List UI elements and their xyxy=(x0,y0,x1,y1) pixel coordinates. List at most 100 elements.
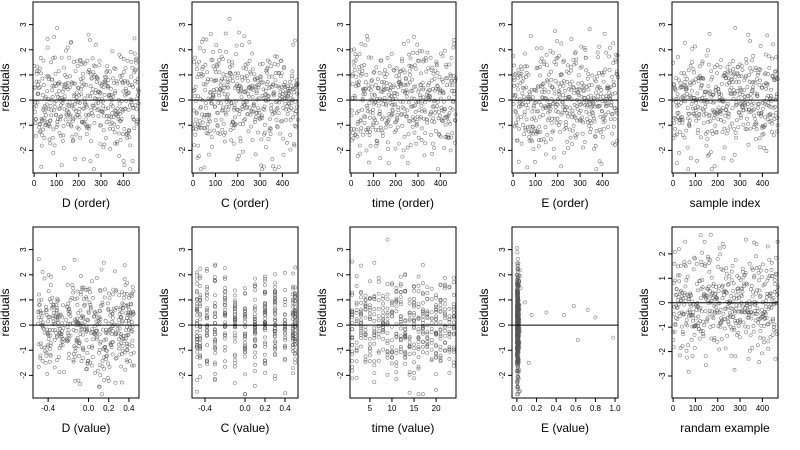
data-point xyxy=(240,107,245,111)
data-point xyxy=(592,146,597,151)
data-point xyxy=(247,58,252,63)
data-point xyxy=(233,305,237,310)
data-point xyxy=(418,115,423,120)
data-point xyxy=(750,87,755,92)
data-point xyxy=(766,322,771,327)
data-point xyxy=(398,281,403,286)
data-point xyxy=(231,79,236,84)
data-point xyxy=(587,83,591,88)
data-point xyxy=(732,127,736,131)
data-point xyxy=(119,99,124,103)
data-point xyxy=(769,291,773,296)
data-point xyxy=(263,303,267,308)
data-point xyxy=(721,317,726,322)
data-point xyxy=(109,86,113,91)
data-point xyxy=(698,233,703,238)
data-point xyxy=(416,355,421,360)
data-point xyxy=(441,99,446,104)
data-point xyxy=(223,277,227,281)
data-point xyxy=(771,97,776,102)
data-point xyxy=(79,80,84,85)
data-point xyxy=(57,326,62,331)
data-point xyxy=(205,284,210,289)
data-point xyxy=(131,363,136,368)
data-point xyxy=(565,111,569,115)
data-point xyxy=(68,115,73,119)
data-point xyxy=(727,301,732,306)
data-point xyxy=(551,147,556,151)
data-point xyxy=(385,72,389,77)
data-point xyxy=(440,79,445,84)
data-point xyxy=(94,328,99,333)
data-point xyxy=(566,146,570,150)
data-point xyxy=(48,283,53,288)
data-point xyxy=(217,93,222,98)
data-point xyxy=(538,59,543,64)
data-point xyxy=(273,78,278,83)
data-point xyxy=(751,54,756,58)
data-point xyxy=(407,343,412,348)
data-point xyxy=(410,77,414,82)
data-point xyxy=(110,292,115,297)
data-point xyxy=(397,73,402,77)
data-point xyxy=(740,68,745,73)
data-point xyxy=(127,83,132,88)
data-point xyxy=(451,293,456,297)
data-point xyxy=(374,121,379,126)
data-point xyxy=(707,311,712,316)
data-point xyxy=(194,289,199,294)
data-point xyxy=(47,75,52,80)
data-point xyxy=(552,91,557,96)
data-point xyxy=(721,268,726,273)
data-point xyxy=(86,113,91,118)
data-point xyxy=(515,380,520,385)
data-point xyxy=(438,333,443,338)
data-point xyxy=(106,106,111,111)
data-point xyxy=(515,297,520,302)
data-point xyxy=(223,31,228,36)
data-point xyxy=(244,66,249,71)
data-point xyxy=(772,324,776,329)
data-point xyxy=(195,350,200,354)
data-point xyxy=(131,309,135,314)
data-point xyxy=(253,117,258,122)
x-tick-label: 10 xyxy=(388,404,397,413)
data-point xyxy=(451,302,456,307)
data-point xyxy=(762,125,767,129)
data-point xyxy=(699,262,704,267)
data-point xyxy=(357,143,362,148)
data-point xyxy=(213,329,217,334)
data-point xyxy=(263,309,267,314)
x-tick-label: 0 xyxy=(191,179,196,188)
x-tick-label: 200 xyxy=(231,179,245,188)
data-point xyxy=(355,134,360,139)
data-point xyxy=(50,88,54,93)
data-point xyxy=(242,349,247,354)
data-point xyxy=(765,82,770,87)
data-point xyxy=(286,91,291,96)
data-point xyxy=(90,279,94,284)
data-point xyxy=(274,124,279,129)
data-point xyxy=(717,246,722,251)
y-tick-label: 0 xyxy=(178,97,187,102)
data-point xyxy=(542,59,546,64)
data-point xyxy=(699,135,703,140)
data-point xyxy=(681,332,686,336)
data-point xyxy=(73,349,78,354)
data-point xyxy=(522,132,527,137)
data-point xyxy=(394,290,399,294)
data-point xyxy=(124,315,129,320)
data-point xyxy=(719,320,724,324)
data-point xyxy=(201,82,206,87)
data-point xyxy=(101,104,106,109)
data-point xyxy=(204,131,209,136)
data-point xyxy=(773,290,777,294)
data-point xyxy=(230,60,235,65)
data-point xyxy=(381,330,386,335)
data-point xyxy=(80,287,85,292)
data-point xyxy=(270,157,275,162)
data-point xyxy=(750,267,755,272)
data-point xyxy=(435,100,440,104)
data-point xyxy=(115,81,120,86)
